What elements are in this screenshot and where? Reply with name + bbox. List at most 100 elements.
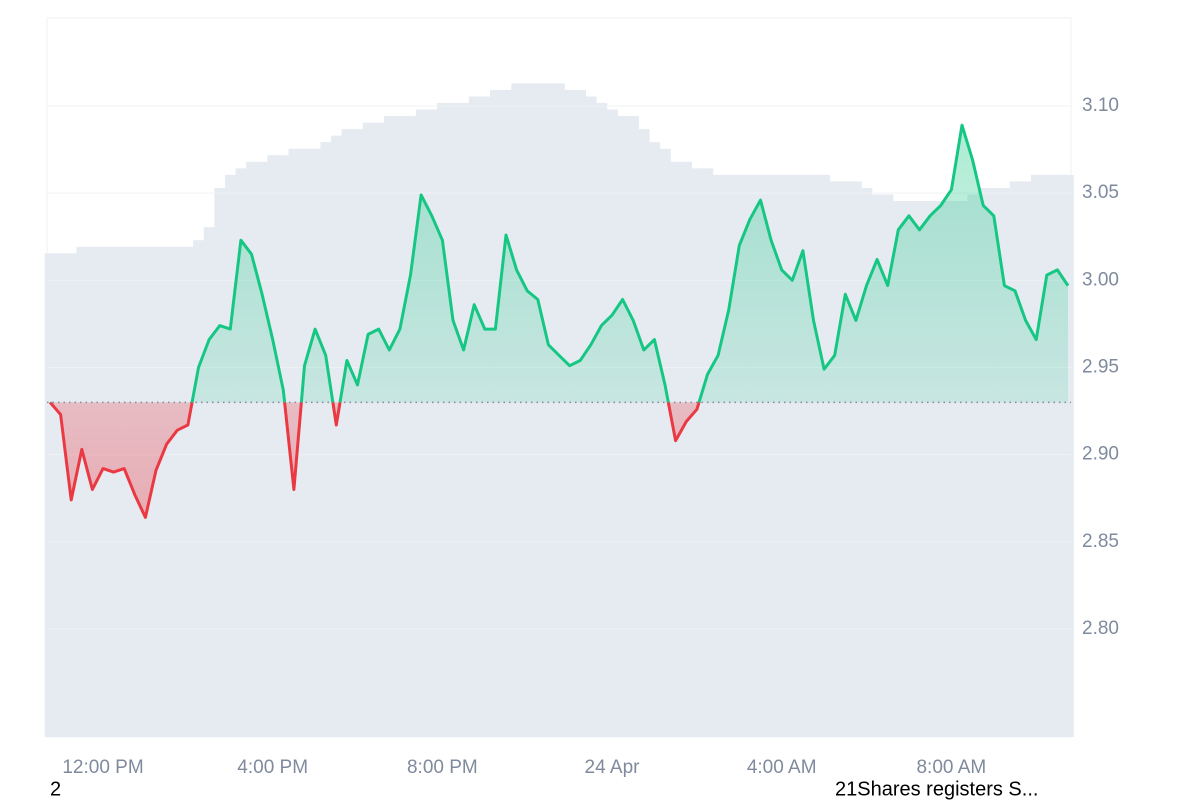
volume-bar	[956, 201, 968, 737]
volume-bar	[161, 246, 173, 738]
volume-bar	[797, 174, 809, 737]
volume-bar	[649, 142, 661, 737]
footer-left: 2	[50, 778, 61, 800]
price-line-up	[49, 123, 1070, 403]
volume-bar	[861, 187, 873, 738]
y-tick-label: 2.80	[1082, 618, 1119, 639]
y-tick-label: 2.95	[1082, 356, 1119, 377]
volume-bar	[44, 253, 56, 738]
volume-bar	[373, 122, 385, 738]
x-tick-label: 8:00 PM	[407, 757, 478, 778]
volume-bar	[585, 96, 597, 738]
volume-bar	[203, 227, 215, 737]
volume-bar	[468, 96, 480, 738]
volume-bar	[596, 102, 608, 738]
volume-bar	[1041, 174, 1053, 737]
volume-bar	[362, 122, 374, 738]
volume-bar	[235, 168, 247, 737]
volume-bar	[521, 83, 533, 737]
volume-bar	[606, 109, 618, 737]
volume-bar	[680, 161, 693, 738]
volume-bar	[331, 135, 343, 737]
volume-bar	[256, 161, 268, 738]
volume-bar	[118, 246, 131, 738]
volume-bar	[277, 155, 290, 737]
volume-bar	[55, 253, 67, 738]
volume-bar	[352, 129, 364, 738]
volume-bar	[627, 116, 640, 737]
x-tick-label: 24 Apr	[585, 757, 641, 778]
volume-bar	[755, 174, 767, 737]
volume-bar	[564, 89, 576, 737]
volume-bar	[1062, 174, 1074, 737]
volume-bar	[150, 246, 162, 738]
volume-bar	[988, 187, 1000, 738]
volume-bar	[171, 246, 184, 738]
x-tick-label: 12:00 PM	[62, 757, 143, 778]
volume-bar	[638, 129, 650, 738]
volume-bar	[893, 201, 905, 737]
x-tick-label: 8:00 AM	[916, 757, 986, 778]
volume-bar	[394, 116, 406, 737]
volume-bar	[458, 102, 470, 738]
x-tick-label: 4:00 PM	[237, 757, 308, 778]
volume-bar	[659, 148, 671, 737]
volume-bar	[850, 181, 862, 738]
volume-bar	[840, 181, 852, 738]
volume-bar	[246, 161, 258, 738]
volume-bar	[1020, 181, 1032, 738]
volume-bar	[553, 83, 565, 737]
volume-bar	[712, 174, 724, 737]
volume-bar	[903, 201, 915, 737]
volume-bar	[500, 89, 512, 737]
volume-bar	[437, 102, 449, 738]
volume-bar	[914, 201, 926, 737]
volume-bar	[193, 240, 205, 737]
volume-bar	[574, 89, 587, 737]
volume-bar	[543, 83, 555, 737]
volume-bar	[723, 174, 735, 737]
volume-bar	[415, 109, 427, 737]
volume-bar	[999, 187, 1011, 738]
volume-bar	[426, 109, 438, 737]
volume-bar	[97, 246, 109, 738]
volume-bar	[76, 246, 88, 738]
volume-bar	[108, 246, 120, 738]
y-tick-label: 3.05	[1082, 182, 1119, 203]
volume-bar	[617, 116, 629, 737]
volume-bar	[1030, 174, 1042, 737]
volume-bar	[776, 174, 788, 737]
volume-bar	[309, 148, 321, 737]
y-tick-label: 2.90	[1082, 444, 1119, 465]
x-tick-label: 4:00 AM	[747, 757, 817, 778]
volume-bar	[882, 194, 894, 737]
volume-bar	[341, 129, 353, 738]
volume-bar	[733, 174, 746, 737]
area-down	[50, 402, 700, 518]
volume-bar	[924, 201, 936, 737]
volume-bar	[691, 168, 703, 737]
volume-bar	[977, 187, 989, 738]
volume-bar	[786, 174, 799, 737]
volume-bar	[87, 246, 99, 738]
volume-bar	[670, 161, 682, 738]
volume-bar	[702, 168, 714, 737]
volume-bar	[267, 155, 279, 737]
volume-bar	[447, 102, 459, 738]
volume-bar	[808, 174, 820, 737]
volume-bar	[871, 194, 883, 737]
volume-bar	[214, 187, 226, 738]
volume-bar	[744, 174, 756, 737]
footer-right: 21Shares registers S...	[835, 778, 1038, 800]
volume-bar	[479, 96, 491, 738]
volume-bar	[829, 181, 841, 738]
volume-bar	[224, 174, 237, 737]
volume-bar	[935, 201, 947, 737]
volume-bar	[967, 194, 979, 737]
volume-bar	[532, 83, 544, 737]
y-tick-label: 2.85	[1082, 531, 1119, 552]
volume-bar	[182, 246, 194, 738]
volume-bar	[765, 174, 777, 737]
volume-bar	[384, 116, 396, 737]
